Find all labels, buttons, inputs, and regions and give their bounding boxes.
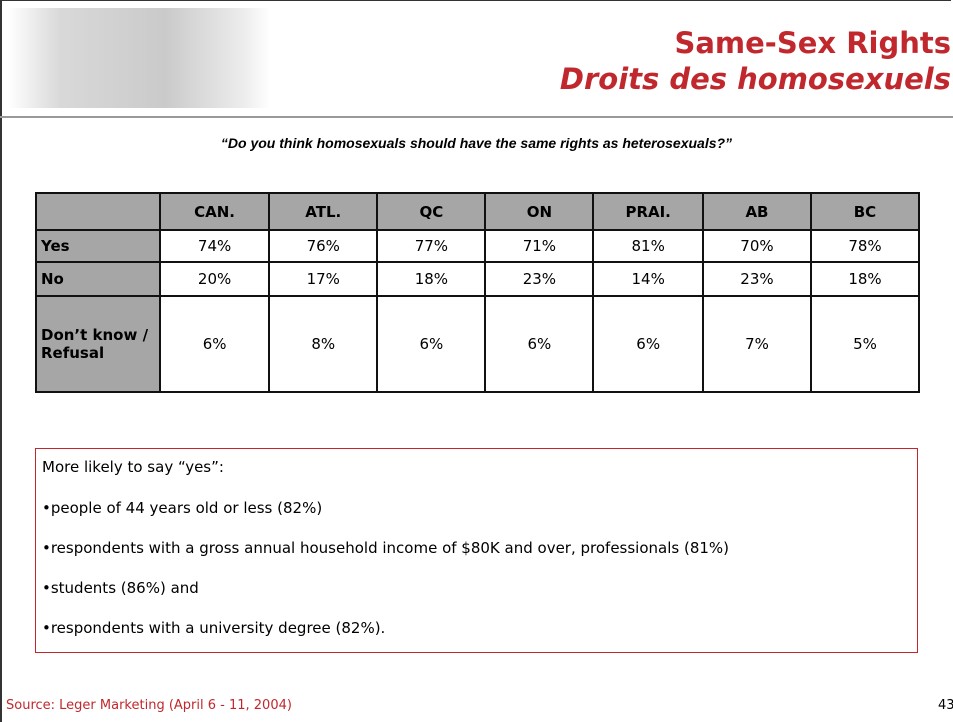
cell: 77%	[377, 230, 485, 262]
page-number: 43	[938, 698, 953, 713]
cell: 18%	[811, 262, 919, 296]
cell: 76%	[269, 230, 377, 262]
row-label: No	[36, 262, 160, 296]
cell: 6%	[485, 296, 593, 392]
column-header: QC	[377, 193, 485, 230]
cell: 6%	[160, 296, 269, 392]
note-item: •people of 44 years old or less (82%)	[42, 499, 322, 517]
cell: 23%	[703, 262, 811, 296]
cell: 6%	[593, 296, 703, 392]
source: Source: Leger Marketing (April 6 - 11, 2…	[6, 698, 292, 713]
cell: 20%	[160, 262, 269, 296]
row-label: Don’t know / Refusal	[36, 296, 160, 392]
row-label: Yes	[36, 230, 160, 262]
corner-cell	[36, 193, 160, 230]
cell: 81%	[593, 230, 703, 262]
cell: 14%	[593, 262, 703, 296]
cell: 7%	[703, 296, 811, 392]
cell: 74%	[160, 230, 269, 262]
cell: 23%	[485, 262, 593, 296]
note-item: •respondents with a university degree (8…	[42, 619, 385, 637]
cell: 6%	[377, 296, 485, 392]
header-photo	[8, 8, 270, 108]
subtitle: Droits des homosexuels	[560, 62, 951, 96]
page: Same-Sex Rights Droits des homosexuels “…	[0, 0, 953, 722]
question: “Do you think homosexuals should have th…	[0, 135, 953, 151]
note-item: •respondents with a gross annual househo…	[42, 539, 729, 557]
cell: 71%	[485, 230, 593, 262]
cell: 8%	[269, 296, 377, 392]
note-item: •students (86%) and	[42, 579, 199, 597]
cell: 18%	[377, 262, 485, 296]
column-header: CAN.	[160, 193, 269, 230]
header-rule	[0, 116, 953, 118]
cell: 17%	[269, 262, 377, 296]
column-header: ATL.	[269, 193, 377, 230]
title: Same-Sex Rights	[674, 26, 951, 60]
column-header: AB	[703, 193, 811, 230]
note-box: More likely to say “yes”: •people of 44 y…	[35, 448, 918, 653]
cell: 78%	[811, 230, 919, 262]
cell: 5%	[811, 296, 919, 392]
column-header: BC	[811, 193, 919, 230]
column-header: ON	[485, 193, 593, 230]
column-header: PRAI.	[593, 193, 703, 230]
cell: 70%	[703, 230, 811, 262]
note-heading: More likely to say “yes”:	[42, 458, 224, 476]
